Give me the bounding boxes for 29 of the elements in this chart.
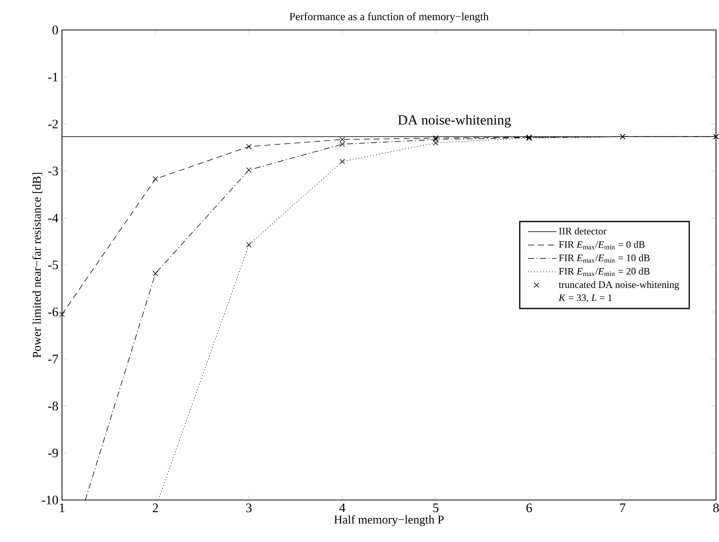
- y-tick-label: -9: [48, 448, 58, 458]
- y-tick-label: -6: [48, 308, 58, 316]
- x-tick-label: 4: [339, 504, 346, 512]
- y-tick-label: -3: [48, 166, 58, 176]
- x-tick-label: 7: [620, 504, 626, 512]
- legend-label: FIR E$_{max}$/E$_{min}$ = 0 dB: [558, 240, 645, 250]
- x-tick-label: 6: [526, 504, 532, 512]
- chart-title: Performance as a function of memory−length: [290, 12, 489, 22]
- y-tick-label: -2: [48, 120, 58, 128]
- y-tick-label: -5: [48, 260, 58, 270]
- x-tick-label: 1: [60, 504, 64, 512]
- annotation: K = 33, L = 1: [558, 294, 612, 303]
- y-tick-label: -10: [42, 496, 58, 504]
- x-tick-label: 8: [713, 504, 719, 512]
- y-tick-label: -1: [48, 72, 58, 82]
- legend-label: FIR E$_{max}$/E$_{min}$ = 10 dB: [558, 254, 650, 263]
- y-tick-label: 0: [52, 26, 58, 34]
- legend-label: FIR E$_{max}$/E$_{min}$ = 20 dB: [558, 268, 650, 276]
- x-tick-label: 2: [152, 504, 158, 512]
- x-tick-label: 5: [433, 504, 438, 512]
- x-tick-label: 3: [246, 504, 252, 512]
- x-axis-title: Half memory−length P: [334, 515, 444, 526]
- y-tick-label: -7: [48, 354, 58, 364]
- legend-label: truncated DA noise-whitening: [558, 281, 680, 290]
- y-axis-title: Power limited near−far resistance [dB]: [32, 172, 42, 358]
- annotation: DA noise-whitening: [398, 114, 511, 128]
- y-tick-label: -4: [48, 214, 58, 222]
- legend-label: IIR detector: [559, 227, 606, 234]
- y-tick-label: -8: [48, 402, 58, 410]
